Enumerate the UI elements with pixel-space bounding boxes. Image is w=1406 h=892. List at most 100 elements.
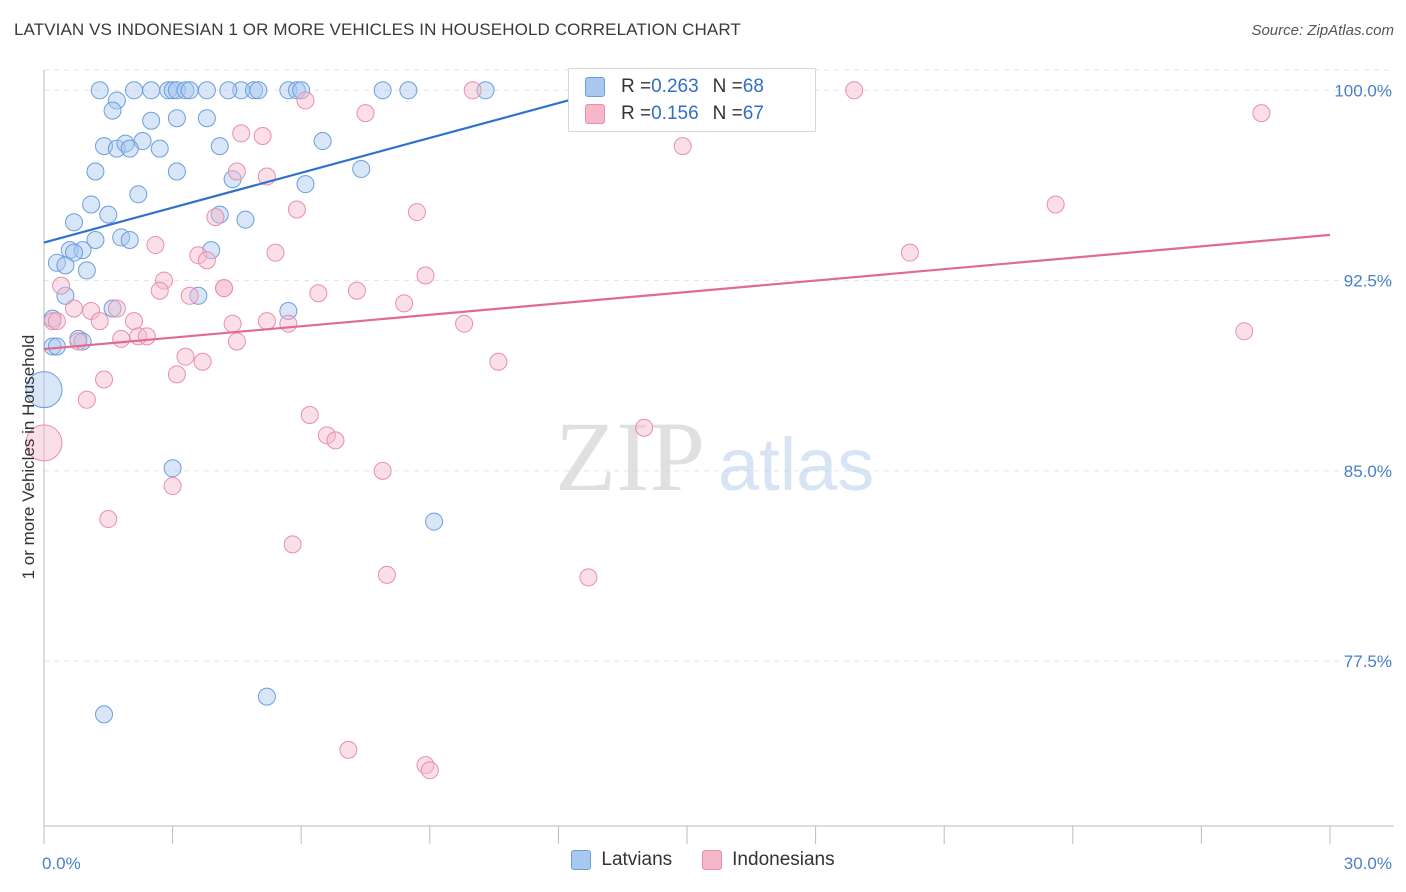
indonesian-point — [227, 162, 246, 181]
x-tick-label: 30.0% — [1344, 854, 1392, 873]
indonesian-point — [193, 352, 212, 371]
latvian-point — [176, 81, 195, 100]
latvian-point — [90, 81, 109, 100]
stats-row-indonesians: R = 0.156 N = 67 — [585, 102, 764, 126]
stats-r-value: 0.263 — [651, 76, 699, 97]
latvian-point — [120, 230, 139, 249]
indonesian-point — [99, 510, 118, 529]
latvian-point — [197, 109, 216, 128]
latvian-point — [167, 109, 186, 128]
latvian-point — [107, 91, 126, 110]
latvian-point — [150, 139, 169, 158]
y-axis-label: 1 or more Vehicles in Household — [19, 335, 38, 580]
legend: Latvians Indonesians — [0, 849, 1406, 871]
indonesian-point — [150, 281, 169, 300]
stats-swatch-latvians — [585, 77, 605, 97]
indonesian-point — [1235, 322, 1254, 341]
indonesian-point — [300, 406, 319, 425]
watermark-atlas: atlas — [718, 423, 874, 506]
indonesian-point — [309, 284, 328, 303]
stats-swatch-indonesians — [585, 104, 605, 124]
stats-box: R = 0.263 N = 68 R = 0.156 N = 67 — [568, 68, 816, 132]
indonesian-point — [43, 312, 62, 331]
indonesian-point — [137, 327, 156, 346]
indonesian-point — [206, 208, 225, 227]
latvian-point — [249, 81, 268, 100]
indonesian-point — [900, 243, 919, 262]
indonesian-point — [356, 104, 375, 123]
indonesian-point — [176, 347, 195, 366]
latvian-point — [77, 261, 96, 280]
latvian-point — [373, 81, 392, 100]
indonesian-point — [146, 236, 165, 255]
indonesian-point — [420, 761, 439, 780]
indonesian-point — [279, 314, 298, 333]
indonesian-point — [317, 426, 336, 445]
indonesian-point — [455, 314, 474, 333]
x-tick-label: 0.0% — [42, 854, 81, 873]
indonesian-point — [180, 286, 199, 305]
indonesian-point — [463, 81, 482, 100]
indonesian-point — [845, 81, 864, 100]
indonesian-point — [416, 266, 435, 285]
indonesian-point — [326, 431, 345, 450]
indonesian-point — [635, 418, 654, 437]
latvian-point — [292, 81, 311, 100]
indonesian-point — [287, 200, 306, 219]
indonesian-point — [407, 203, 426, 222]
source-credit: Source: ZipAtlas.com — [1251, 22, 1394, 39]
latvian-point — [245, 81, 264, 100]
stats-n-label: N = — [712, 103, 743, 124]
latvian-point — [82, 195, 101, 214]
indonesian-point — [266, 243, 285, 262]
latvian-point — [129, 185, 148, 204]
indonesian-point — [25, 424, 63, 462]
latvian-trend-line — [43, 89, 606, 244]
y-tick-label: 92.5% — [1344, 272, 1392, 291]
stats-r-label: R = — [621, 103, 652, 124]
latvian-point — [125, 81, 144, 100]
indonesian-point — [257, 312, 276, 331]
latvian-point — [142, 111, 161, 130]
indonesian-point — [112, 329, 131, 348]
latvian-point — [56, 286, 75, 305]
latvian-point — [86, 230, 105, 249]
latvian-point — [352, 159, 371, 178]
latvian-point — [95, 705, 114, 724]
latvian-point — [236, 210, 255, 229]
grid-lines — [44, 69, 1394, 662]
latvian-point — [86, 162, 105, 181]
indonesian-point — [339, 740, 358, 759]
latvian-point — [279, 302, 298, 321]
indonesian-point — [296, 91, 315, 110]
indonesian-point — [47, 312, 66, 331]
latvian-point — [142, 81, 161, 100]
latvian-point — [219, 81, 238, 100]
y-tick-label: 85.0% — [1344, 462, 1392, 481]
latvian-point — [180, 81, 199, 100]
indonesian-point — [283, 535, 302, 554]
latvian-point — [197, 81, 216, 100]
indonesian-point — [1046, 195, 1065, 214]
tick-labels: 100.0% 92.5% 85.0% 77.5% 0.0% 30.0% — [42, 81, 1392, 873]
stats-r-value: 0.156 — [651, 103, 699, 124]
latvian-point — [399, 81, 418, 100]
indonesian-point — [373, 461, 392, 480]
indonesian-point — [377, 565, 396, 584]
latvian-point — [425, 512, 444, 531]
watermark-zip: ZIP — [555, 401, 705, 512]
indonesian-point — [95, 370, 114, 389]
latvian-point — [167, 162, 186, 181]
latvian-point — [103, 101, 122, 120]
latvian-point — [120, 139, 139, 158]
indonesian-point — [189, 246, 208, 265]
latvian-point — [296, 175, 315, 194]
latvian-point — [107, 139, 126, 158]
legend-item-indonesians[interactable]: Indonesians — [702, 849, 835, 871]
y-tick-label: 100.0% — [1334, 81, 1392, 100]
axes — [43, 70, 1394, 844]
legend-swatch-indonesians — [702, 850, 723, 870]
legend-item-latvians[interactable]: Latvians — [571, 849, 672, 871]
chart-title: LATVIAN VS INDONESIAN 1 OR MORE VEHICLES… — [14, 20, 741, 39]
